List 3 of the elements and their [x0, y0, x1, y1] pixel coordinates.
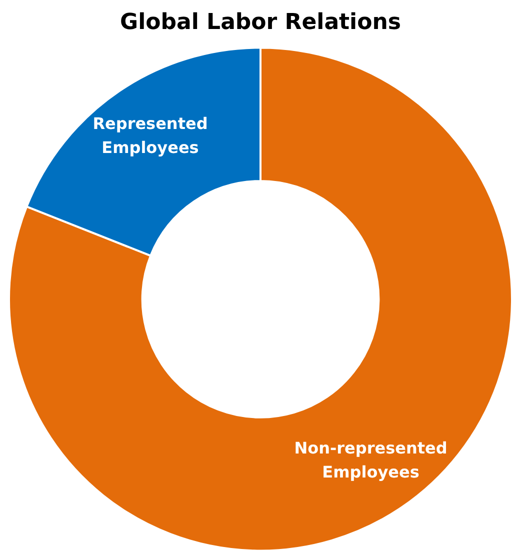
chart-title: Global Labor Relations	[120, 10, 401, 35]
slice-label: Non-represented Employees	[294, 438, 448, 482]
slice-label: Represented Employees	[92, 114, 208, 158]
